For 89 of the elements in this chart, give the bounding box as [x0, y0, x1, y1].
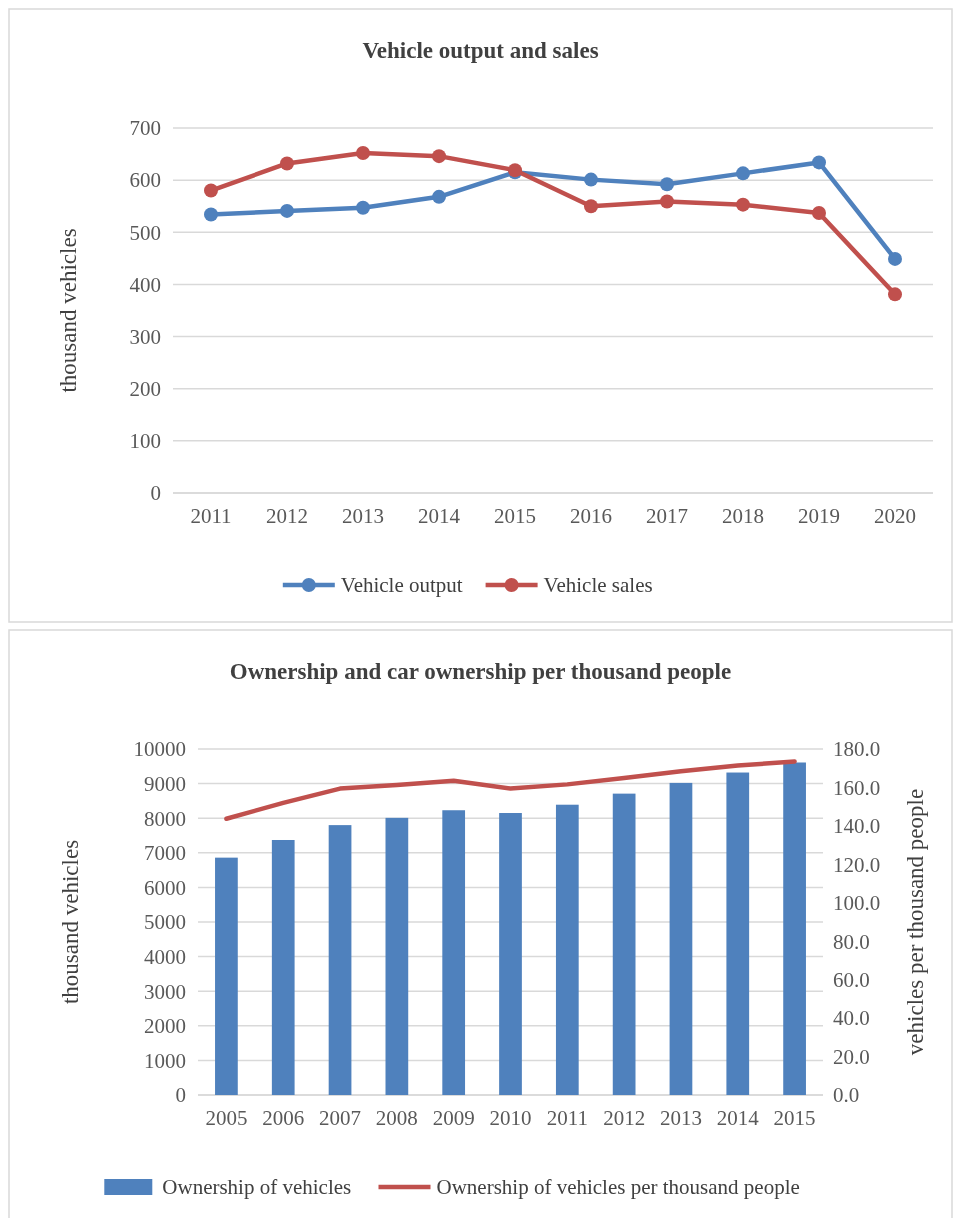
bar	[612, 793, 636, 1095]
y-tick-label: 100	[129, 429, 161, 454]
chart-title: Ownership and car ownership per thousand people	[229, 659, 732, 684]
point	[660, 177, 674, 192]
x-tick-label: 2013	[342, 504, 384, 528]
y2-tick-label: 160.0	[833, 775, 881, 800]
y-tick-label: 9000	[144, 771, 186, 796]
point	[204, 183, 218, 198]
x-tick-label: 2016	[570, 504, 612, 528]
y-tick-label: 500	[129, 220, 161, 245]
bar	[328, 825, 352, 1095]
y-tick-label: 300	[129, 324, 161, 349]
x-tick-label: 2014	[418, 504, 461, 528]
point	[584, 199, 598, 214]
point	[888, 251, 902, 266]
bar	[499, 813, 522, 1095]
point	[736, 197, 750, 212]
x-tick-label: 2011	[190, 504, 232, 528]
point	[736, 166, 750, 181]
x-tick-label: 2012	[603, 1106, 646, 1130]
bar	[215, 857, 238, 1095]
x-tick-label: 2009	[432, 1106, 475, 1130]
x-tick-label: 2007	[319, 1106, 362, 1130]
chart-title: Vehicle output and sales	[362, 38, 599, 63]
x-tick-label: 2011	[546, 1106, 588, 1130]
y2-tick-label: 180.0	[833, 737, 881, 762]
point	[280, 203, 294, 218]
x-tick-label: 2006	[262, 1106, 305, 1130]
x-tick-label: 2005	[205, 1106, 248, 1130]
y2-tick-label: 40.0	[833, 1006, 870, 1031]
y2-tick-label: 80.0	[833, 929, 870, 954]
bar	[442, 810, 466, 1095]
y2-tick-label: 20.0	[833, 1044, 870, 1069]
y-tick-label: 8000	[144, 806, 186, 831]
y-tick-label: 200	[129, 377, 161, 402]
x-tick-label: 2013	[659, 1106, 702, 1130]
y2-tick-label: 100.0	[833, 891, 881, 916]
bar	[669, 782, 693, 1095]
y2-tick-label: 120.0	[833, 852, 881, 877]
x-tick-label: 2019	[798, 504, 840, 528]
point	[432, 189, 446, 204]
bar	[385, 817, 409, 1095]
x-tick-label: 2012	[266, 504, 308, 528]
point	[812, 205, 826, 220]
y-axis-title: thousand vehicles	[56, 228, 81, 393]
y-tick-label: 1000	[144, 1048, 186, 1073]
legend-label: Vehicle output	[340, 573, 463, 598]
bar	[271, 840, 295, 1095]
y-tick-label: 400	[129, 272, 161, 297]
point	[356, 200, 370, 215]
y-tick-label: 7000	[144, 841, 186, 866]
y-tick-label: 3000	[144, 979, 186, 1004]
x-tick-label: 2015	[494, 504, 536, 528]
y2-tick-label: 60.0	[833, 968, 870, 993]
x-tick-label: 2008	[375, 1106, 418, 1130]
y-tick-label: 700	[129, 116, 161, 141]
point	[432, 149, 446, 164]
point	[888, 287, 902, 302]
y-tick-label: 10000	[133, 737, 186, 762]
y-tick-label: 2000	[144, 1014, 186, 1039]
y-tick-label: 0	[175, 1083, 186, 1108]
point	[204, 207, 218, 222]
y-tick-label: 6000	[144, 875, 186, 900]
x-tick-label: 2010	[489, 1106, 532, 1130]
y-tick-label: 4000	[144, 944, 186, 969]
point	[280, 156, 294, 171]
y2-tick-label: 0.0	[833, 1083, 860, 1108]
x-tick-label: 2020	[874, 504, 916, 528]
bar	[555, 804, 579, 1095]
bar	[726, 772, 750, 1095]
x-tick-label: 2018	[722, 504, 764, 528]
bar	[783, 762, 806, 1095]
y2-tick-label: 140.0	[833, 814, 881, 839]
point	[356, 146, 370, 161]
y-tick-label: 0	[150, 481, 161, 506]
x-tick-label: 2015	[773, 1106, 816, 1130]
y-tick-label: 5000	[144, 910, 186, 935]
legend-label: Vehicle sales	[543, 573, 653, 598]
x-tick-label: 2014	[716, 1106, 760, 1130]
y-axis-title: thousand vehicles	[58, 839, 83, 1005]
line-series	[224, 759, 797, 822]
point	[812, 155, 826, 170]
x-tick-label: 2017	[646, 504, 688, 528]
y2-axis-title: vehicles per thousand people	[903, 788, 928, 1056]
point	[660, 194, 674, 209]
point	[584, 172, 598, 187]
legend-label: Ownership of vehicles	[162, 1175, 352, 1200]
y-tick-label: 600	[129, 168, 161, 193]
legend-label: Ownership of vehicles per thousand people	[436, 1175, 800, 1200]
